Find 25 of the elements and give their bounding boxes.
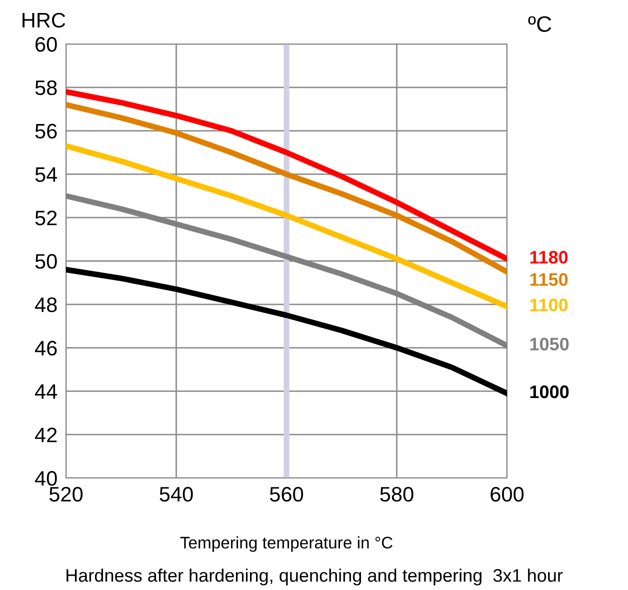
- x-tick-label: 560: [270, 486, 304, 502]
- series-label: 1000: [530, 385, 569, 398]
- x-tick-label: 600: [490, 486, 524, 502]
- y-tick-label: 42: [34, 428, 57, 442]
- y-tick-label: 58: [35, 80, 57, 96]
- y-tick-label: 40: [34, 471, 57, 486]
- text: Hardness after hardening, quenching and tempering 3x1 hour: [66, 568, 563, 586]
- series-label: 1100: [530, 298, 568, 312]
- y-tick-label: 56: [35, 124, 57, 139]
- y-tick-label: 48: [34, 297, 57, 312]
- text: ºC: [528, 16, 552, 32]
- series-label: 1050: [530, 338, 569, 350]
- y-tick-label: 52: [35, 210, 57, 226]
- x-tick-label: 580: [380, 486, 414, 502]
- y-tick-label: 54: [35, 167, 58, 182]
- x-axis-title: Tempering temperature in °C: [180, 536, 392, 552]
- y-tick-label: 50: [35, 254, 57, 269]
- x-tick-label: 540: [160, 486, 193, 502]
- y-tick-label: 60: [36, 37, 57, 52]
- series-label: 1180: [530, 250, 568, 264]
- y-tick-label: 44: [34, 384, 58, 399]
- y-axis-title: HRC: [22, 12, 66, 28]
- y-tick-label: 46: [34, 340, 57, 356]
- series-label: 1150: [530, 273, 568, 286]
- x-tick-label: 520: [49, 486, 83, 502]
